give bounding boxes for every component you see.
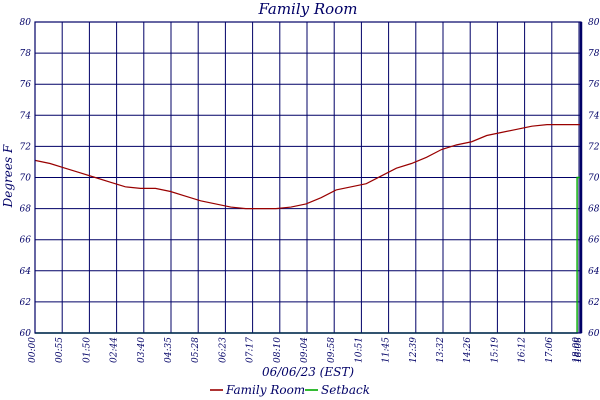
y-tick-label-right: 72 [588,142,600,152]
x-tick-label: 07:17 [246,337,256,363]
x-tick-label: 15:19 [490,337,500,363]
x-tick-label: 12:39 [409,337,419,363]
y-tick-label-right: 80 [588,18,600,28]
y-tick-label-right: 74 [588,111,600,121]
y-tick-label-left: 66 [20,236,32,246]
y-tick-label-right: 64 [588,267,600,277]
grid-lines [35,21,581,334]
x-tick-label: 17:06 [545,337,555,363]
y-tick-label-right: 76 [588,80,600,90]
y-tick-label-left: 78 [20,49,32,59]
y-tick-label-left: 60 [20,329,32,339]
x-tick-label: 03:40 [137,337,147,363]
family-room-series-line [34,124,581,210]
y-tick-label-left: 64 [20,267,32,277]
x-tick-label: 16:12 [518,337,528,363]
x-tick-label: 13:32 [436,337,446,363]
y-tick-label-left: 72 [20,142,32,152]
x-tick-label: 04:35 [164,337,174,363]
chart-title: Family Room [258,0,358,18]
y-tick-label-right: 70 [588,174,600,184]
x-tick-label: 10:51 [354,337,364,363]
y-tick-label-left: 62 [20,298,32,308]
y-tick-label-left: 70 [20,174,32,184]
x-tick-label: 00:00 [28,337,38,363]
x-tick-label: 08:10 [273,337,283,363]
y-tick-label-right: 68 [588,205,600,215]
plot-frame [34,21,583,334]
x-tick-label: 00:55 [55,337,65,363]
x-tick-label: 06:23 [218,337,228,363]
x-tick-label: 01:50 [82,337,92,363]
y-tick-label-right: 60 [588,329,600,339]
legend-family-room-label: Family Room [225,383,305,397]
y-tick-label-left: 74 [20,111,32,121]
x-tick-label: 09:04 [300,337,310,363]
legend: Family Room Setback [210,383,370,397]
y-tick-label-right: 62 [588,298,600,308]
x-tick-label: 14:26 [463,337,473,363]
x-tick-labels: 00:00 00:55 01:50 02:44 03:40 04:35 05:28 06:23… [28,337,584,363]
x-tick-label: 09:58 [327,337,337,363]
y-tick-label-left: 80 [20,18,32,28]
x-tick-label: 11:45 [382,337,392,363]
x-tick-label: 05:28 [191,337,201,363]
y-tick-label-left: 76 [20,80,32,90]
y-axis-label: Degrees F [1,144,15,208]
y-tick-label-right: 66 [588,236,600,246]
x-tick-label: 02:44 [110,337,120,363]
left-y-tick-labels: 60 62 64 66 68 70 72 74 76 78 80 [20,18,32,339]
x-tick-label: 18:08 [574,337,584,363]
legend-setback-label: Setback [321,383,370,397]
y-tick-label-right: 78 [588,49,600,59]
x-tick-label: 18:00 [572,337,582,363]
y-tick-label-left: 68 [20,205,32,215]
right-y-tick-labels: 60 62 64 66 68 70 72 74 76 78 80 [588,18,600,339]
x-axis-label: 06/06/23 (EST) [262,365,354,379]
